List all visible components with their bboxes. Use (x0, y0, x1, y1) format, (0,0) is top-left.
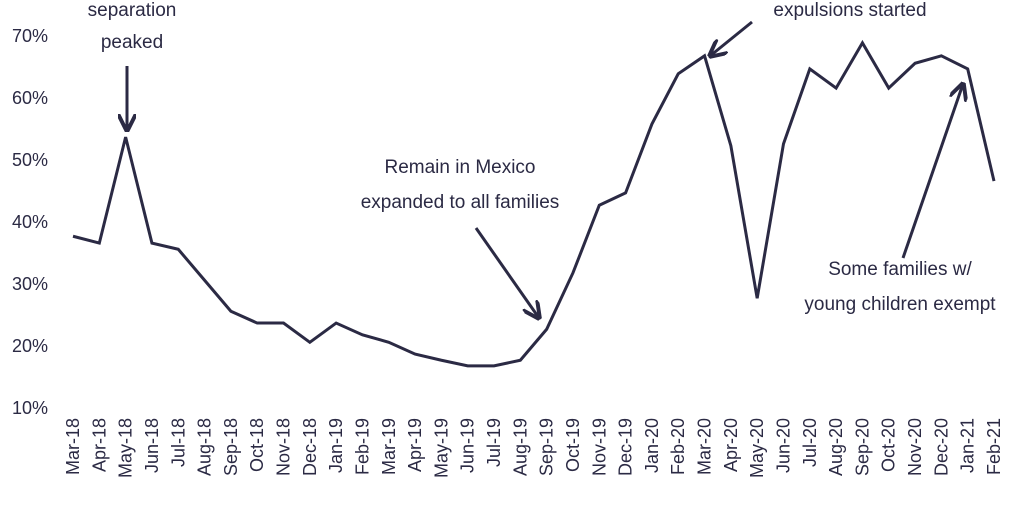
x-tick-label: Nov-20 (905, 418, 925, 476)
y-tick-label: 70% (12, 26, 48, 46)
arrow (474, 227, 539, 318)
annotation: expanded to all families (361, 192, 560, 213)
y-tick-label: 60% (12, 88, 48, 108)
x-tick-label: May-19 (431, 418, 451, 478)
x-tick-label: Jul-18 (168, 418, 188, 467)
y-tick-label: 30% (12, 274, 48, 294)
x-tick-label: Sep-20 (852, 418, 872, 476)
x-tick-label: Jan-20 (642, 418, 662, 473)
annotation: peaked (101, 32, 163, 53)
x-tick-label: Jan-21 (958, 418, 978, 473)
x-tick-label: Aug-19 (510, 418, 530, 476)
x-tick-label: Mar-18 (63, 418, 83, 475)
x-tick-label: Jul-20 (800, 418, 820, 467)
annotation: expulsions started (773, 0, 926, 21)
x-tick-label: Apr-20 (721, 418, 741, 472)
arrow (710, 20, 753, 56)
x-tick-label: Oct-20 (879, 418, 899, 472)
x-tick-label: Sep-18 (221, 418, 241, 476)
x-tick-label: Jan-19 (326, 418, 346, 473)
y-tick-label: 50% (12, 150, 48, 170)
annotation: separation (88, 0, 177, 21)
y-tick-label: 10% (12, 398, 48, 418)
x-tick-label: Nov-19 (589, 418, 609, 476)
x-tick-label: Feb-19 (352, 418, 372, 475)
x-tick-label: Apr-19 (405, 418, 425, 472)
x-tick-label: Sep-19 (537, 418, 557, 476)
annotation: Remain in Mexico (385, 157, 536, 178)
data-line (72, 39, 996, 368)
arrow (901, 84, 963, 259)
x-tick-label: Jul-19 (484, 418, 504, 467)
x-tick-label: Feb-20 (668, 418, 688, 475)
x-tick-label: Aug-20 (826, 418, 846, 476)
x-tick-label: Nov-18 (274, 418, 294, 476)
x-tick-label: May-18 (116, 418, 136, 478)
annotation: young children exempt (804, 294, 996, 315)
x-tick-label: Mar-20 (695, 418, 715, 475)
x-tick-label: Mar-19 (379, 418, 399, 475)
x-tick-label: Oct-18 (247, 418, 267, 472)
y-tick-label: 20% (12, 336, 48, 356)
x-tick-label: Dec-20 (931, 418, 951, 476)
x-tick-label: Dec-18 (300, 418, 320, 476)
x-tick-label: Apr-18 (89, 418, 109, 472)
y-tick-label: 40% (12, 212, 48, 232)
x-tick-label: Dec-19 (616, 418, 636, 476)
x-tick-label: Jun-20 (773, 418, 793, 473)
annotation: Some families w/ (828, 259, 972, 280)
x-tick-label: Oct-19 (563, 418, 583, 472)
x-tick-label: Aug-18 (195, 418, 215, 476)
x-tick-label: Jun-18 (142, 418, 162, 473)
x-tick-label: Jun-19 (458, 418, 478, 473)
x-tick-label: Feb-21 (984, 418, 1004, 475)
x-tick-label: May-20 (747, 418, 767, 478)
